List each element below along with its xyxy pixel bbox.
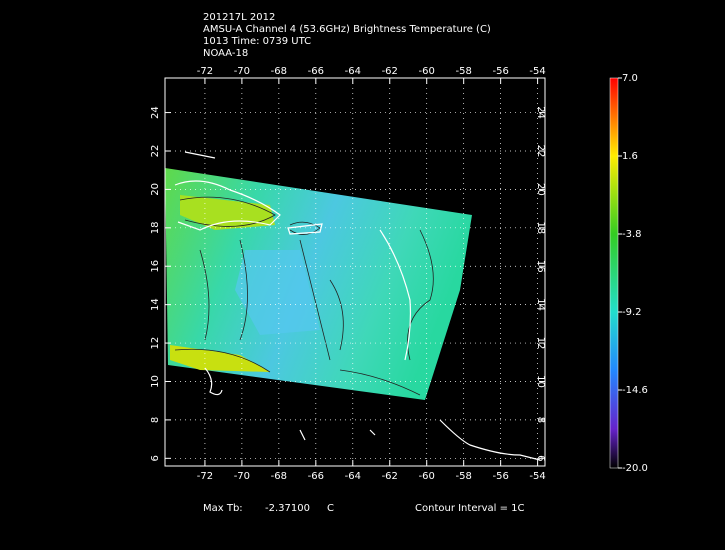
- x-tick-label: -56: [492, 471, 508, 482]
- colorbar-label: -20.0: [622, 463, 648, 474]
- title-line: 1013 Time: 0739 UTC: [203, 36, 311, 47]
- colorbar-label: 1.6: [622, 151, 638, 162]
- x-tick-label: -66: [308, 471, 324, 482]
- footer-label: Max Tb:: [203, 503, 243, 514]
- contour: [179, 196, 276, 227]
- x-tick-label: -60: [419, 66, 435, 77]
- footer-value: -2.37100: [265, 503, 310, 514]
- y-tick-label: 14: [150, 298, 161, 311]
- coastline: [287, 223, 323, 235]
- y-tick-label: 16: [150, 260, 161, 273]
- contour: [407, 229, 434, 361]
- contour: [339, 369, 421, 396]
- y-tick-label: 20: [150, 183, 161, 196]
- x-tick-label: -66: [308, 66, 324, 77]
- x-tick-label: -72: [197, 471, 213, 482]
- y-tick-label: 22: [150, 145, 161, 158]
- swath: [165, 168, 472, 400]
- x-tick-label: -56: [492, 66, 508, 77]
- x-tick-label: -60: [419, 471, 435, 482]
- x-tick-label: -54: [529, 471, 545, 482]
- y-tick-label: 10: [535, 375, 546, 388]
- y-tick-label: 20: [535, 183, 546, 196]
- coastline: [184, 151, 376, 441]
- y-tick-label: 18: [535, 221, 546, 234]
- coastlines: [174, 151, 541, 461]
- footer-contour: Contour Interval = 1C: [415, 503, 525, 514]
- y-tick-label: 8: [535, 417, 546, 423]
- colorbar-label: -14.6: [622, 385, 648, 396]
- x-tick-label: -62: [382, 66, 398, 77]
- title-line: NOAA-18: [203, 48, 248, 59]
- contour: [174, 348, 271, 373]
- title-line: 201217L 2012: [203, 12, 275, 23]
- coastline: [174, 180, 281, 231]
- y-tick-label: 10: [150, 375, 161, 388]
- x-tick-label: -68: [271, 66, 287, 77]
- colorbar-label: -3.8: [622, 229, 642, 240]
- x-tick-label: -64: [345, 66, 361, 77]
- coastline: [439, 419, 541, 461]
- cold-region: [235, 250, 320, 335]
- graticule: [165, 78, 545, 466]
- y-tick-label: 16: [535, 260, 546, 273]
- x-tick-label: -58: [456, 471, 472, 482]
- footer-unit: C: [327, 503, 334, 514]
- contour: [299, 239, 331, 361]
- coastline: [379, 229, 412, 361]
- y-tick-label: 24: [535, 106, 546, 119]
- x-tick-label: -72: [197, 66, 213, 77]
- x-tick-label: -64: [345, 471, 361, 482]
- y-tick-label: 14: [535, 298, 546, 311]
- coastline: [204, 367, 223, 396]
- colorbar-label: -9.2: [622, 307, 642, 318]
- y-tick-label: 8: [150, 417, 161, 423]
- x-tick-label: -70: [234, 471, 250, 482]
- contour: [199, 249, 210, 341]
- y-tick-label: 22: [535, 145, 546, 158]
- colorbar: [609, 77, 619, 469]
- x-tick-label: -54: [529, 66, 545, 77]
- y-tick-label: 6: [535, 455, 546, 461]
- x-tick-label: -68: [271, 471, 287, 482]
- y-tick-label: 24: [150, 106, 161, 119]
- x-tick-label: -70: [234, 66, 250, 77]
- contour: [239, 239, 248, 341]
- map-frame: [164, 77, 546, 467]
- y-tick-label: 12: [150, 337, 161, 350]
- x-tick-label: -58: [456, 66, 472, 77]
- contour: [329, 279, 344, 351]
- y-tick-label: 18: [150, 221, 161, 234]
- colorbar-label: 7.0: [622, 73, 638, 84]
- y-tick-label: 6: [150, 455, 161, 461]
- warm-region: [170, 345, 270, 372]
- title-line: AMSU-A Channel 4 (53.6GHz) Brightness Te…: [203, 24, 491, 35]
- y-tick-label: 12: [535, 337, 546, 350]
- x-tick-label: -62: [382, 471, 398, 482]
